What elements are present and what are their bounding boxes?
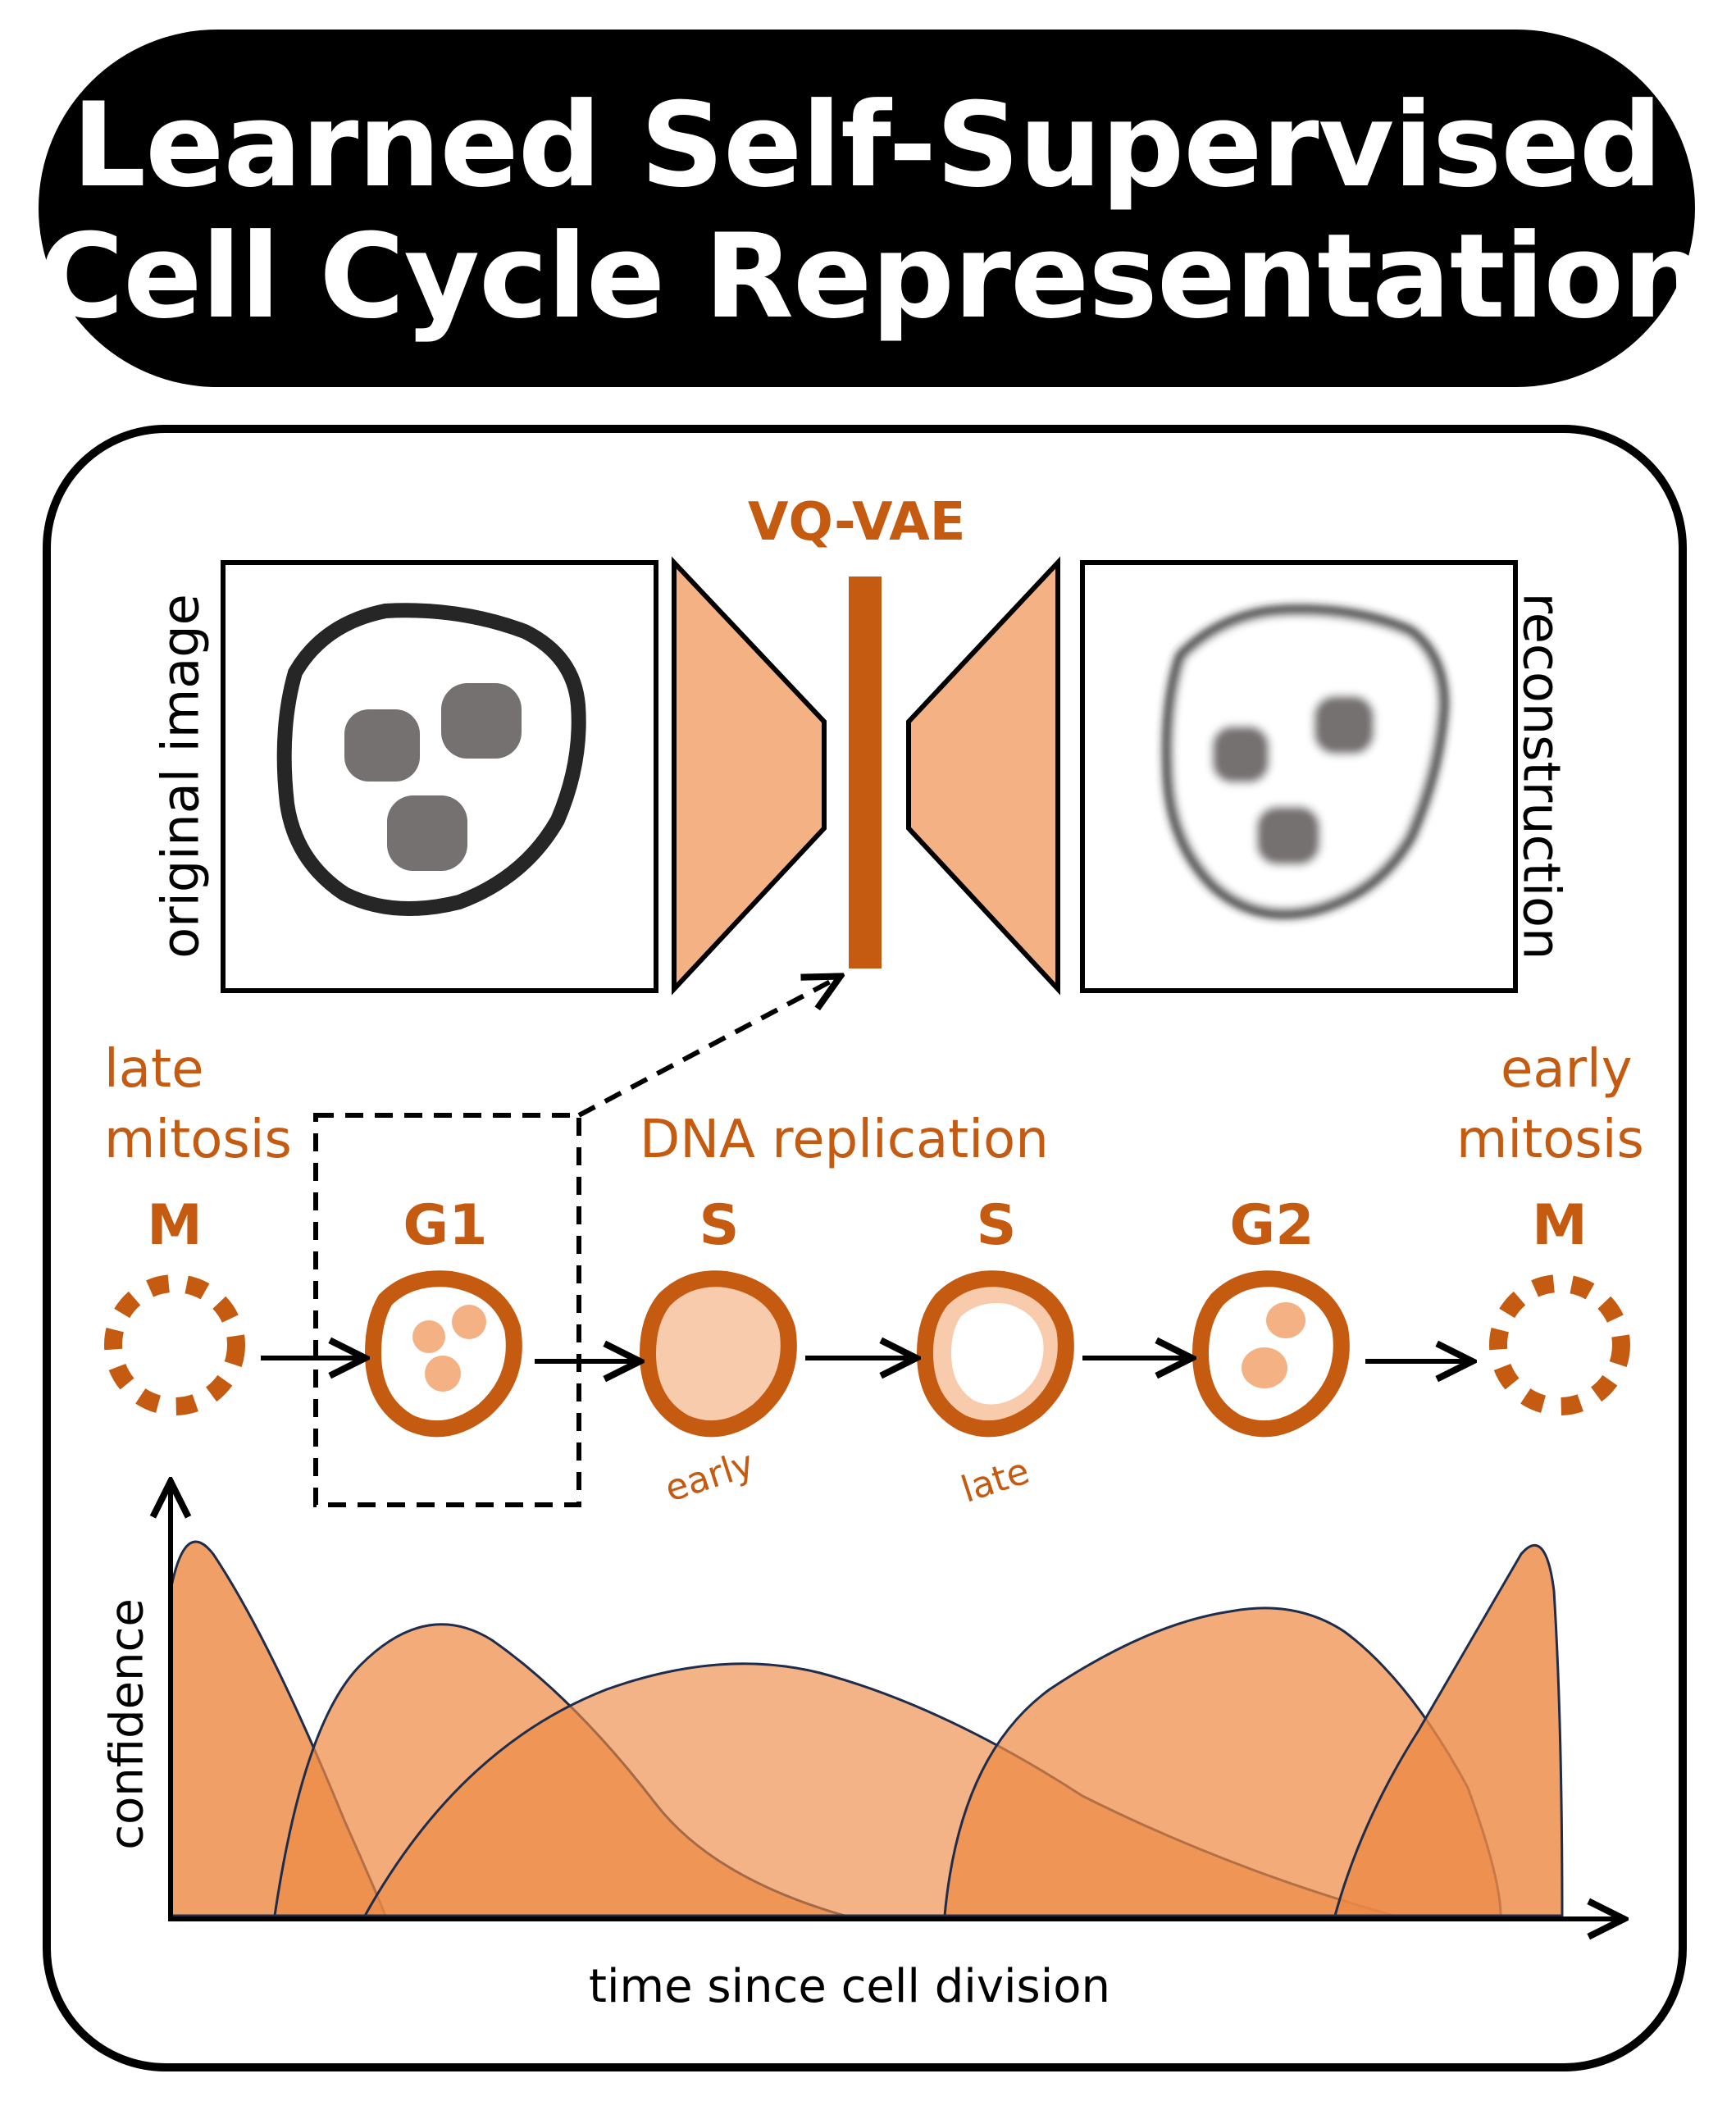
mitosis-cell-right bbox=[1489, 1274, 1630, 1415]
vq-vae-label: VQ-VAE bbox=[748, 492, 966, 553]
cell-outline bbox=[276, 603, 586, 916]
decoder-shape bbox=[906, 556, 1060, 996]
reconstruction-label: reconstruction bbox=[1511, 592, 1572, 960]
mitosis-cell-left bbox=[104, 1274, 245, 1415]
phase-label-m-left: M bbox=[147, 1193, 203, 1258]
phase-label-s-late: S bbox=[976, 1193, 1017, 1258]
nucleus-blob bbox=[441, 683, 522, 759]
phase-label-g2: G2 bbox=[1229, 1193, 1315, 1258]
g1-cell bbox=[364, 1270, 522, 1438]
early-mitosis-line-1: early bbox=[1501, 1039, 1633, 1100]
g1-selection-box bbox=[313, 1113, 581, 1507]
original-image-label: original image bbox=[150, 594, 211, 959]
phase-label-m-right: M bbox=[1532, 1193, 1588, 1258]
phase-label-s-early: S bbox=[699, 1193, 740, 1258]
late-mitosis-line-2: mitosis bbox=[104, 1110, 292, 1170]
dna-replication-label: DNA replication bbox=[640, 1110, 1049, 1170]
early-mitosis-line-2: mitosis bbox=[1456, 1110, 1644, 1170]
dashed-link-arrow bbox=[577, 978, 836, 1118]
title-line-2: Cell Cycle Representation bbox=[39, 209, 1706, 344]
nucleus-blob bbox=[387, 795, 467, 871]
original-image-box bbox=[221, 560, 658, 993]
title-line-1: Learned Self-Supervised bbox=[71, 78, 1663, 213]
g2-cell bbox=[1192, 1270, 1350, 1438]
curve-m-late bbox=[1333, 1543, 1564, 1917]
latent-bar bbox=[849, 577, 882, 968]
confidence-curves bbox=[169, 1540, 1564, 1917]
diagram-panel bbox=[43, 425, 1687, 2071]
reconstruction-box bbox=[1080, 560, 1518, 993]
encoder-shape bbox=[672, 556, 827, 996]
late-mitosis-line-1: late bbox=[104, 1039, 204, 1100]
title-banner: Learned Self-Supervised Cell Cycle Repre… bbox=[39, 30, 1706, 387]
phase-label-g1: G1 bbox=[403, 1193, 488, 1258]
s-late-cell bbox=[916, 1270, 1074, 1438]
s-early-cell bbox=[639, 1270, 797, 1438]
nucleus-blob bbox=[344, 709, 420, 782]
x-axis-label: time since cell division bbox=[589, 1960, 1111, 2013]
y-axis-label: confidence bbox=[100, 1598, 154, 1850]
